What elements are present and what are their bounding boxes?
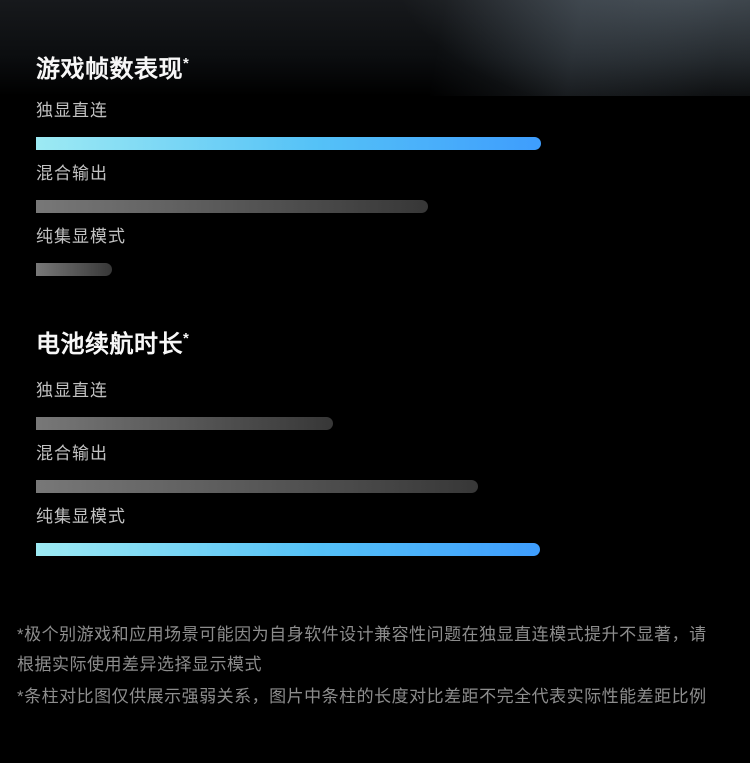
background-glow <box>0 0 750 96</box>
bar-dgpu-direct <box>36 137 541 150</box>
bar-row-hybrid-output: 混合输出 <box>36 163 714 213</box>
bar-igpu-only <box>36 543 540 556</box>
chart-game-framerate: 游戏帧数表现* 独显直连 混合输出 纯集显模式 <box>36 55 714 276</box>
footnote-bar-disclaimer: *条柱对比图仅供展示强弱关系，图片中条柱的长度对比差距不完全代表实际性能差距比例 <box>17 687 707 706</box>
chart-title-game-framerate: 游戏帧数表现* <box>36 55 714 85</box>
footnote-asterisk: * <box>183 330 190 347</box>
bar-igpu-only <box>36 263 112 276</box>
bar-label: 纯集显模式 <box>36 227 126 246</box>
bar-row-hybrid-output: 混合输出 <box>36 443 714 493</box>
chart-title-text: 电池续航时长 <box>36 331 183 358</box>
bar-hybrid-output <box>36 480 478 493</box>
chart-title-battery-life: 电池续航时长* <box>36 330 714 360</box>
bar-dgpu-direct <box>36 417 333 430</box>
bar-row-igpu-only: 纯集显模式 <box>36 226 714 276</box>
footnotes-block: *极个别游戏和应用场景可能因为自身软件设计兼容性问题在独显直连模式提升不显著，请… <box>17 620 723 712</box>
bar-row-dgpu-direct: 独显直连 <box>36 380 714 430</box>
chart-battery-life: 电池续航时长* 独显直连 混合输出 纯集显模式 <box>36 330 714 556</box>
bar-label: 混合输出 <box>36 164 108 183</box>
footnote-compatibility: *极个别游戏和应用场景可能因为自身软件设计兼容性问题在独显直连模式提升不显著，请… <box>17 625 707 674</box>
footnote-asterisk: * <box>183 55 190 72</box>
bar-label: 独显直连 <box>36 381 108 400</box>
bar-label: 独显直连 <box>36 101 108 120</box>
bar-label: 纯集显模式 <box>36 507 126 526</box>
bar-label: 混合输出 <box>36 444 108 463</box>
bar-row-igpu-only: 纯集显模式 <box>36 506 714 556</box>
chart-title-text: 游戏帧数表现 <box>36 56 183 83</box>
bar-hybrid-output <box>36 200 428 213</box>
bar-row-dgpu-direct: 独显直连 <box>36 100 714 150</box>
